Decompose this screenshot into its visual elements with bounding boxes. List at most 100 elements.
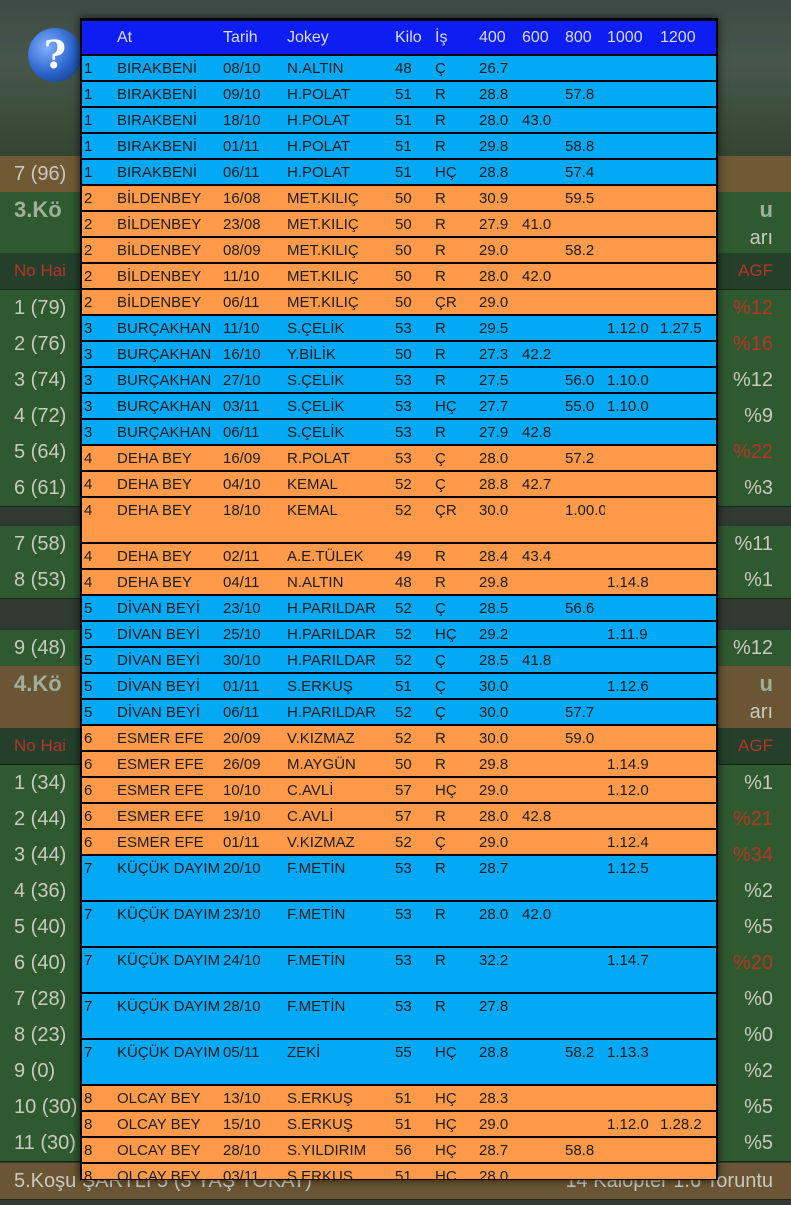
race-date: 08/10: [221, 55, 285, 82]
table-row[interactable]: 2 BİLDENBEY 06/11 MET.KILIÇ 50 ÇR 29.0: [82, 289, 716, 316]
jockey: ZEKİ: [285, 1039, 393, 1086]
race-date: 15/10: [221, 1111, 285, 1138]
time-800: 57.8: [563, 81, 605, 108]
horse-no: 3: [82, 341, 115, 368]
jockey: MET.KILIÇ: [285, 263, 393, 290]
jockey: MET.KILIÇ: [285, 237, 393, 264]
time-1000: [605, 211, 658, 238]
jockey: C.AVLİ: [285, 803, 393, 830]
time-1000: [605, 133, 658, 160]
table-row[interactable]: 1 BIRAKBENİ 09/10 H.POLAT 51 R 28.8 57.8: [82, 81, 716, 108]
time-1000: 1.12.5: [605, 855, 658, 902]
table-row[interactable]: 2 BİLDENBEY 11/10 MET.KILIÇ 50 R 28.0 42.0: [82, 263, 716, 290]
table-row[interactable]: 7 KÜÇÜK DAYIM 05/11 ZEKİ 55 HÇ 28.8 58.2 1.13.3: [82, 1039, 716, 1086]
time-600: [520, 393, 563, 420]
table-row[interactable]: 4 DEHA BEY 02/11 A.E.TÜLEK 49 R 28.4 43.4: [82, 543, 716, 570]
table-row[interactable]: 4 DEHA BEY 16/09 R.POLAT 53 Ç 28.0 57.2: [82, 445, 716, 472]
race-history-table: At Tarih Jokey Kilo İş 400 600 800 1000 …: [82, 21, 716, 1179]
horse-no: 4: [82, 569, 115, 596]
time-800: [563, 647, 605, 674]
table-row[interactable]: 5 DİVAN BEYİ 23/10 H.PARILDAR 52 Ç 28.5 56.6: [82, 595, 716, 622]
table-row[interactable]: 5 DİVAN BEYİ 30/10 H.PARILDAR 52 Ç 28.5 41.8: [82, 647, 716, 674]
weight: 51: [393, 81, 433, 108]
table-row[interactable]: 3 BURÇAKHAN 16/10 Y.BİLİK 50 R 27.3 42.2: [82, 341, 716, 368]
weight: 52: [393, 647, 433, 674]
table-row[interactable]: 6 ESMER EFE 20/09 V.KIZMAZ 52 R 30.0 59.0: [82, 725, 716, 752]
time-400: 29.5: [477, 315, 520, 342]
time-400: 30.9: [477, 185, 520, 212]
background-row-right: arı: [749, 701, 773, 723]
table-row[interactable]: 8 OLCAY BEY 15/10 S.ERKUŞ 51 HÇ 29.0 1.12.0 1.28…: [82, 1111, 716, 1138]
table-row[interactable]: 3 BURÇAKHAN 03/11 S.ÇELİK 53 HÇ 27.7 55.0 1.10.0: [82, 393, 716, 420]
table-row[interactable]: 2 BİLDENBEY 23/08 MET.KILIÇ 50 R 27.9 41.0: [82, 211, 716, 238]
background-row-right: %2: [744, 1060, 773, 1082]
table-row[interactable]: 5 DİVAN BEYİ 01/11 S.ERKUŞ 51 Ç 30.0 1.12.6: [82, 673, 716, 700]
horse-no: 8: [82, 1163, 115, 1179]
time-1000: [605, 699, 658, 726]
table-row[interactable]: 1 BIRAKBENİ 18/10 H.POLAT 51 R 28.0 43.0: [82, 107, 716, 134]
table-row[interactable]: 5 DİVAN BEYİ 25/10 H.PARILDAR 52 HÇ 29.2 1.11.9: [82, 621, 716, 648]
jockey: V.KIZMAZ: [285, 725, 393, 752]
race-type: Ç: [433, 445, 477, 472]
time-800: [563, 55, 605, 82]
table-row[interactable]: 8 OLCAY BEY 28/10 S.YILDIRIM 56 HÇ 28.7 58.8: [82, 1137, 716, 1164]
background-row-right: %3: [744, 477, 773, 499]
time-400: 28.4: [477, 543, 520, 570]
weight: 57: [393, 777, 433, 804]
header-tarih: Tarih: [221, 21, 285, 56]
table-row[interactable]: 6 ESMER EFE 01/11 V.KIZMAZ 52 Ç 29.0 1.12.4: [82, 829, 716, 856]
table-row[interactable]: 7 KÜÇÜK DAYIM 24/10 F.METİN 53 R 32.2 1.14.7: [82, 947, 716, 994]
table-row[interactable]: 7 KÜÇÜK DAYIM 23/10 F.METİN 53 R 28.0 42.0: [82, 901, 716, 948]
weight: 49: [393, 543, 433, 570]
time-400: 28.0: [477, 445, 520, 472]
table-row[interactable]: 8 OLCAY BEY 13/10 S.ERKUŞ 51 HÇ 28.3: [82, 1085, 716, 1112]
table-row[interactable]: 8 OLCAY BEY 03/11 S.ERKUŞ 51 HÇ 28.0: [82, 1163, 716, 1179]
time-800: [563, 901, 605, 948]
table-row[interactable]: 3 BURÇAKHAN 11/10 S.ÇELİK 53 R 29.5 1.12.0 1.27.…: [82, 315, 716, 342]
race-type: HÇ: [433, 1137, 477, 1164]
weight: 50: [393, 263, 433, 290]
table-row[interactable]: 4 DEHA BEY 18/10 KEMAL 52 ÇR 30.0 1.00.0: [82, 497, 716, 544]
time-800: [563, 803, 605, 830]
table-row[interactable]: 6 ESMER EFE 19/10 C.AVLİ 57 R 28.0 42.8: [82, 803, 716, 830]
horse-name: DİVAN BEYİ: [115, 621, 221, 648]
time-1200: [658, 1039, 716, 1086]
horse-name: BIRAKBENİ: [115, 107, 221, 134]
table-row[interactable]: 7 KÜÇÜK DAYIM 28/10 F.METİN 53 R 27.8: [82, 993, 716, 1040]
weight: 52: [393, 497, 433, 544]
help-icon[interactable]: ?: [28, 28, 82, 82]
table-row[interactable]: 5 DİVAN BEYİ 06/11 H.PARILDAR 52 Ç 30.0 57.7: [82, 699, 716, 726]
time-1000: [605, 803, 658, 830]
background-row-left: 9 (48): [14, 637, 67, 659]
table-row[interactable]: 1 BIRAKBENİ 01/11 H.POLAT 51 R 29.8 58.8: [82, 133, 716, 160]
time-1000: 1.11.9: [605, 621, 658, 648]
time-600: [520, 1085, 563, 1112]
background-row-left: 5 (64): [14, 441, 67, 463]
weight: 53: [393, 393, 433, 420]
table-row[interactable]: 2 BİLDENBEY 08/09 MET.KILIÇ 50 R 29.0 58.2: [82, 237, 716, 264]
race-type: R: [433, 803, 477, 830]
table-row[interactable]: 1 BIRAKBENİ 08/10 N.ALTIN 48 Ç 26.7: [82, 55, 716, 82]
table-row[interactable]: 7 KÜÇÜK DAYIM 20/10 F.METİN 53 R 28.7 1.12.5: [82, 855, 716, 902]
table-row[interactable]: 3 BURÇAKHAN 06/11 S.ÇELİK 53 R 27.9 42.8: [82, 419, 716, 446]
table-row[interactable]: 6 ESMER EFE 26/09 M.AYGÜN 50 R 29.8 1.14.9: [82, 751, 716, 778]
table-row[interactable]: 4 DEHA BEY 04/11 N.ALTIN 48 R 29.8 1.14.8: [82, 569, 716, 596]
time-600: 42.8: [520, 803, 563, 830]
race-rows: 1 BIRAKBENİ 08/10 N.ALTIN 48 Ç 26.7 1 BIRAKBENİ 0…: [82, 55, 716, 1179]
horse-name: BURÇAKHAN: [115, 315, 221, 342]
table-row[interactable]: 3 BURÇAKHAN 27/10 S.ÇELİK 53 R 27.5 56.0 1.10.0: [82, 367, 716, 394]
jockey: S.ÇELİK: [285, 367, 393, 394]
table-row[interactable]: 1 BIRAKBENİ 06/11 H.POLAT 51 HÇ 28.8 57.4: [82, 159, 716, 186]
jockey: C.AVLİ: [285, 777, 393, 804]
jockey: Y.BİLİK: [285, 341, 393, 368]
table-row[interactable]: 2 BİLDENBEY 16/08 MET.KILIÇ 50 R 30.9 59.5: [82, 185, 716, 212]
table-row[interactable]: 4 DEHA BEY 04/10 KEMAL 52 Ç 28.8 42.7: [82, 471, 716, 498]
table-row[interactable]: 6 ESMER EFE 10/10 C.AVLİ 57 HÇ 29.0 1.12.0: [82, 777, 716, 804]
time-1200: [658, 81, 716, 108]
jockey: F.METİN: [285, 901, 393, 948]
race-type: Ç: [433, 673, 477, 700]
weight: 53: [393, 947, 433, 994]
horse-no: 3: [82, 393, 115, 420]
time-1000: 1.12.0: [605, 315, 658, 342]
race-type: R: [433, 237, 477, 264]
